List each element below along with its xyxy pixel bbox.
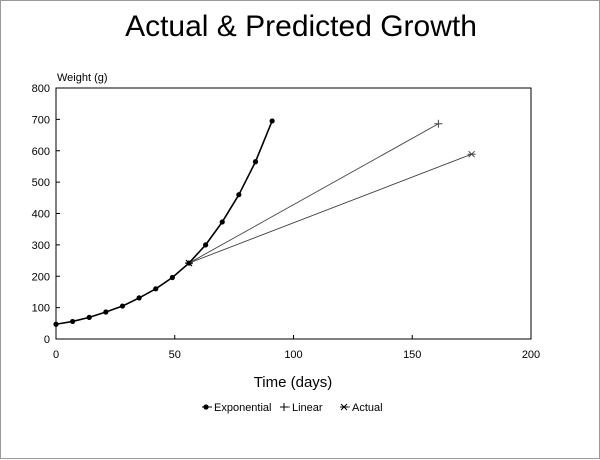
y-tick-label: 700 — [32, 114, 50, 126]
series-line-actual — [188, 153, 472, 264]
series-actual — [185, 150, 476, 267]
series-line-exponential — [55, 120, 273, 326]
y-tick-label: 400 — [32, 209, 50, 221]
y-tick-label: 300 — [32, 240, 50, 252]
series-line-linear — [188, 123, 439, 264]
legend-item-actual: Actual — [340, 402, 383, 414]
series-linear — [185, 119, 443, 267]
series-layer — [53, 118, 476, 327]
legend-marker — [203, 404, 209, 410]
y-tick-label: 0 — [44, 334, 50, 346]
x-tick-label: 0 — [53, 349, 59, 361]
x-tick-label: 50 — [169, 349, 181, 361]
x-axis-label: Time (days) — [254, 374, 333, 391]
data-point — [136, 295, 142, 301]
legend-item-exponential: Exponential — [202, 402, 272, 414]
legend-label: Actual — [352, 402, 383, 414]
data-point — [252, 159, 259, 165]
data-point — [434, 119, 443, 128]
chart-title: Actual & Predicted Growth — [125, 10, 477, 43]
x-tick-label: 150 — [403, 349, 421, 361]
x-axis: 0 50 100 150 200 — [53, 335, 540, 361]
y-tick-label: 100 — [32, 303, 50, 315]
x-tick-label: 200 — [522, 349, 540, 361]
y-axis: 0 100 200 300 400 500 600 700 800 — [32, 83, 60, 346]
plot-area — [55, 87, 532, 340]
data-point — [86, 314, 92, 320]
data-point — [153, 286, 159, 292]
y-axis-label: Weight (g) — [57, 72, 108, 84]
y-tick-label: 500 — [32, 177, 50, 189]
data-point — [103, 309, 109, 315]
data-point — [70, 318, 76, 325]
data-point — [119, 303, 126, 309]
data-point — [467, 150, 476, 158]
data-point — [185, 259, 193, 267]
legend: Exponential Linear Actual — [202, 402, 383, 414]
x-tick-label: 100 — [284, 349, 302, 361]
series-exponential — [53, 118, 275, 327]
data-point — [269, 118, 275, 124]
data-point — [53, 321, 59, 327]
legend-marker — [280, 403, 288, 411]
data-point — [203, 242, 209, 248]
legend-label: Exponential — [214, 402, 272, 414]
y-tick-label: 600 — [32, 146, 50, 158]
y-tick-label: 200 — [32, 271, 50, 283]
data-point — [236, 192, 242, 198]
legend-item-linear: Linear — [280, 402, 323, 414]
data-point — [169, 274, 175, 281]
legend-marker — [340, 403, 348, 411]
y-tick-label: 800 — [32, 83, 50, 95]
data-point — [219, 219, 225, 225]
legend-label: Linear — [292, 402, 323, 414]
